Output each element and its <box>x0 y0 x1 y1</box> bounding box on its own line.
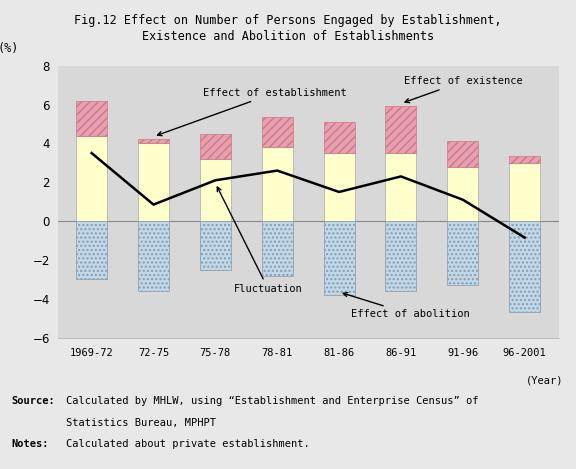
Bar <box>509 156 540 163</box>
Bar <box>509 163 540 221</box>
Bar <box>262 147 293 221</box>
Bar <box>324 153 355 221</box>
Text: Existence and Abolition of Establishments: Existence and Abolition of Establishment… <box>142 30 434 44</box>
Bar <box>448 221 478 285</box>
Bar <box>76 136 107 221</box>
Text: (Year): (Year) <box>526 376 564 386</box>
Text: Statistics Bureau, MPHPT: Statistics Bureau, MPHPT <box>66 418 216 428</box>
Bar <box>385 153 416 221</box>
Bar <box>200 221 231 270</box>
Text: Effect of establishment: Effect of establishment <box>158 88 347 136</box>
Bar <box>385 221 416 291</box>
Text: Calculated about private establishment.: Calculated about private establishment. <box>66 439 310 448</box>
Text: Effect of existence: Effect of existence <box>404 76 523 103</box>
Bar <box>262 117 293 147</box>
Bar <box>385 106 416 153</box>
Bar <box>76 101 107 136</box>
Bar <box>200 134 231 159</box>
Bar <box>76 221 107 280</box>
Text: Fluctuation: Fluctuation <box>217 187 302 294</box>
Bar <box>448 166 478 221</box>
Bar <box>200 159 231 221</box>
Text: Effect of abolition: Effect of abolition <box>343 293 470 319</box>
Bar <box>138 221 169 291</box>
Text: (%): (%) <box>0 42 19 55</box>
Bar <box>509 221 540 312</box>
Text: Source:: Source: <box>12 396 55 406</box>
Bar <box>262 221 293 275</box>
Text: Fig.12 Effect on Number of Persons Engaged by Establishment,: Fig.12 Effect on Number of Persons Engag… <box>74 14 502 27</box>
Text: Calculated by MHLW, using “Establishment and Enterprise Census” of: Calculated by MHLW, using “Establishment… <box>66 396 479 406</box>
Text: Notes:: Notes: <box>12 439 49 448</box>
Bar <box>324 221 355 295</box>
Bar <box>138 144 169 221</box>
Bar <box>138 138 169 144</box>
Bar <box>448 142 478 166</box>
Bar <box>324 122 355 153</box>
